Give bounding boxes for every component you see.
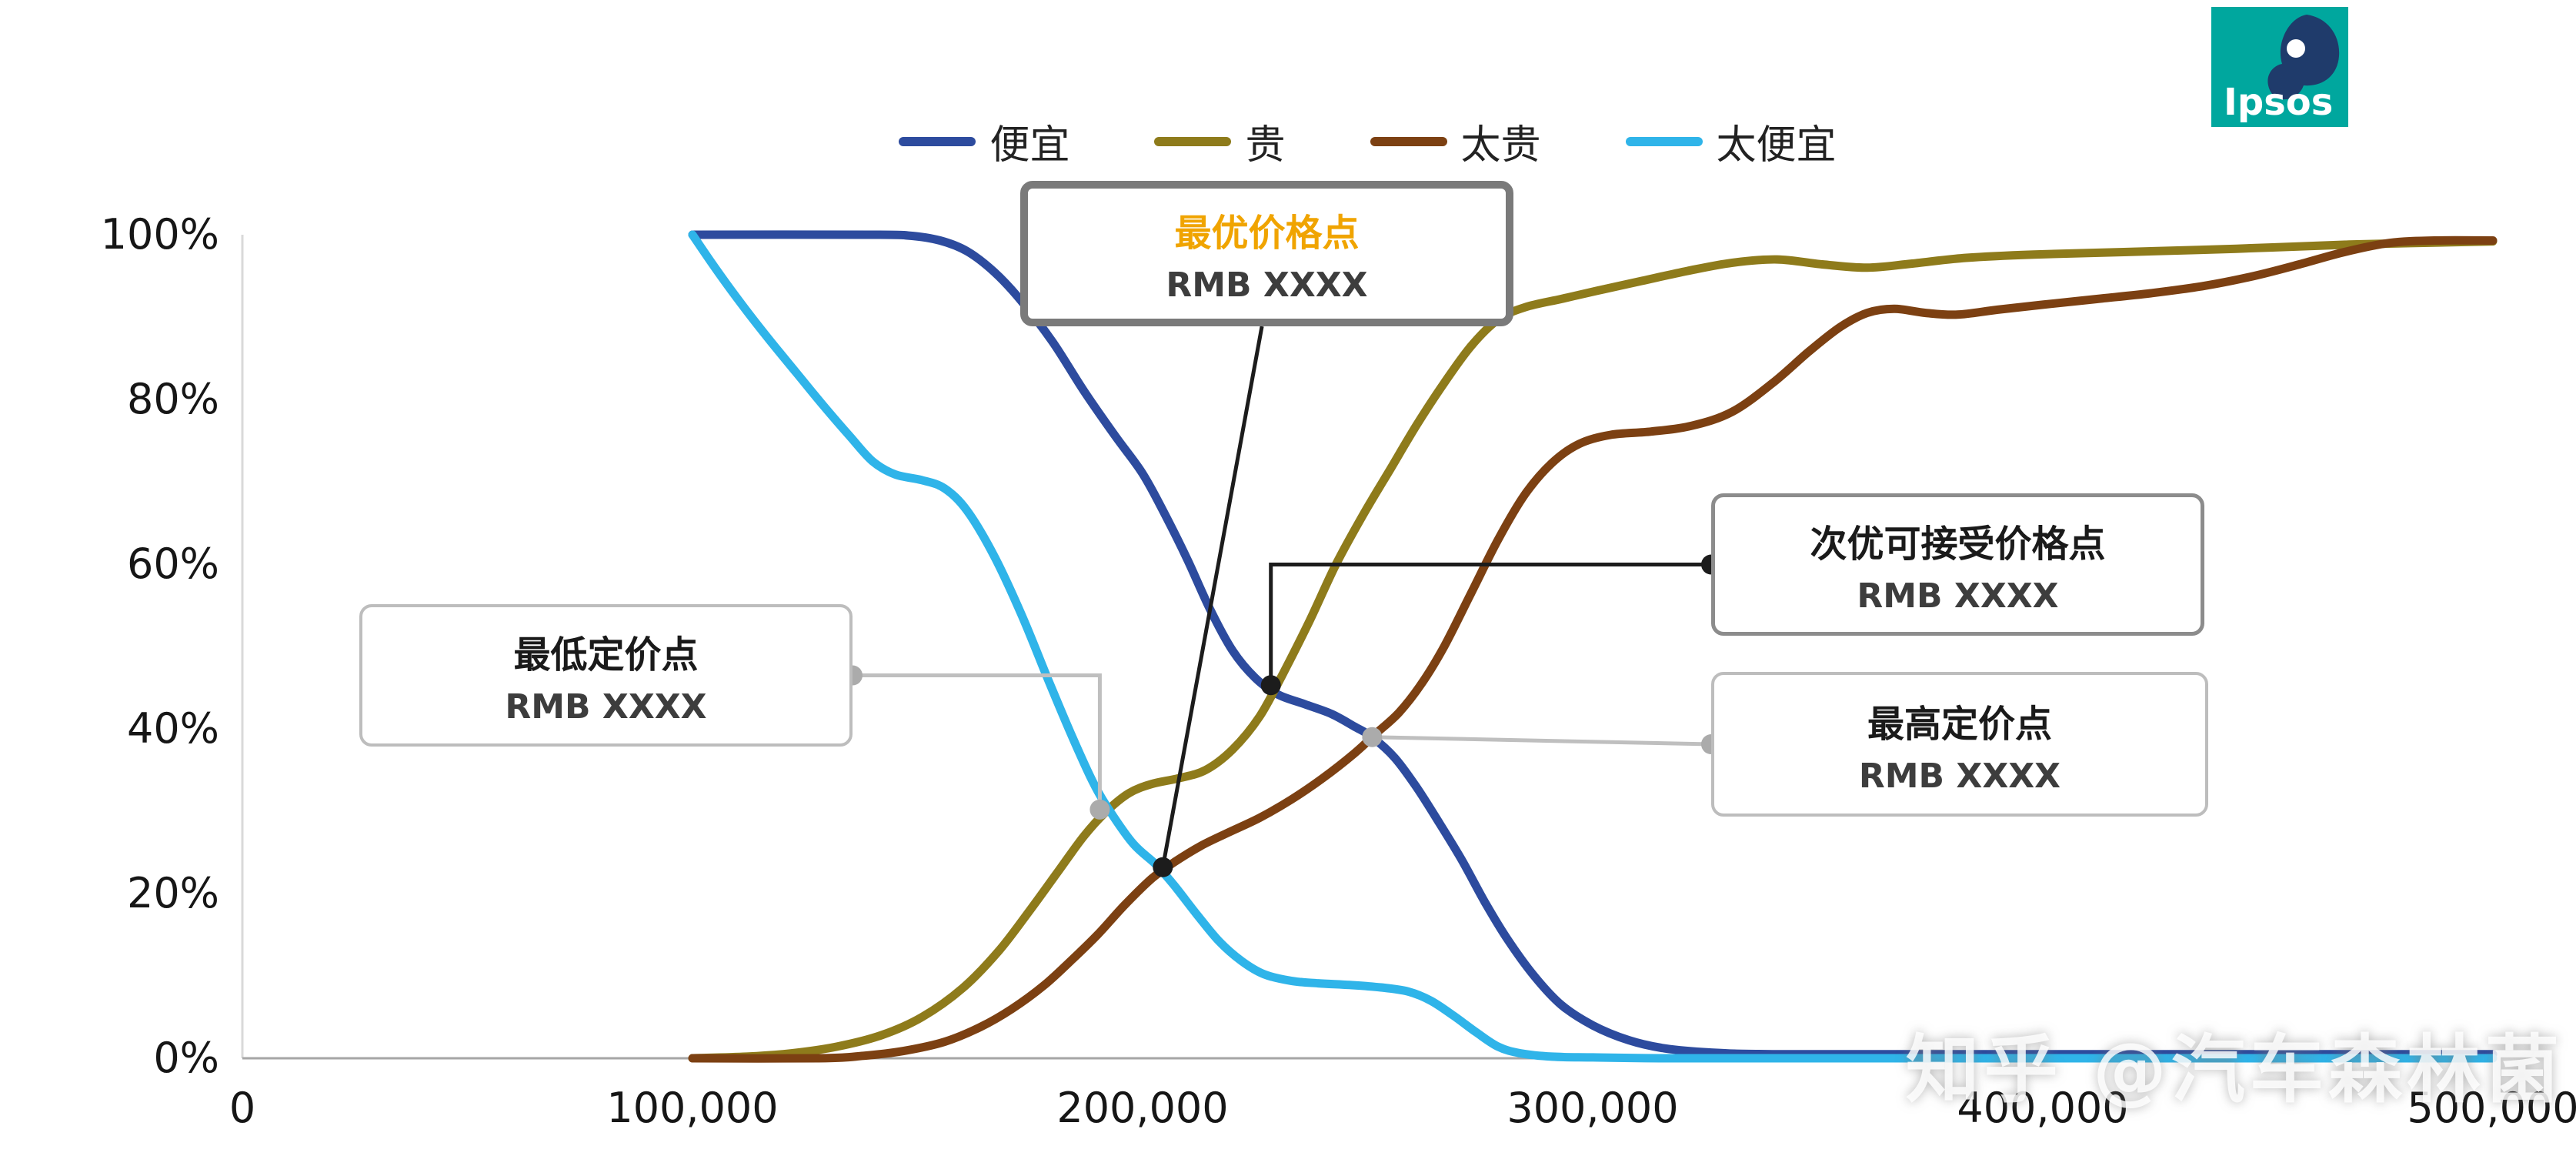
legend-swatch-too-expensive-icon — [1370, 136, 1447, 146]
x-tick-label-2: 200,000 — [1056, 1084, 1229, 1132]
x-tick-label-3: 300,000 — [1507, 1084, 1679, 1132]
x-tick-label-5: 500,000 — [2407, 1084, 2576, 1132]
y-tick-label-5: 0% — [153, 1034, 219, 1082]
legend-label-too-cheap: 太便宜 — [1716, 122, 1837, 169]
legend-swatch-cheap-icon — [899, 136, 976, 146]
annotation-highest-value: RMB XXXX — [1858, 756, 2061, 796]
legend: 便宜 贵 太贵 太便宜 — [242, 112, 2493, 170]
ipsos-logo-mark — [2267, 15, 2340, 100]
x-tick-label-4: 400,000 — [1957, 1084, 2129, 1132]
y-tick-label-2: 60% — [126, 540, 219, 588]
legend-swatch-too-cheap-icon — [1625, 136, 1703, 146]
ipsos-logo: Ipsos — [2211, 7, 2348, 127]
x-tick-label-0: 0 — [229, 1084, 256, 1132]
annotation-lowest-price-point: 最低定价点 RMB XXXX — [359, 604, 853, 747]
legend-label-expensive: 贵 — [1245, 122, 1286, 169]
legend-item-too-cheap: 太便宜 — [1625, 112, 1837, 170]
y-tick-label-1: 80% — [126, 375, 219, 423]
y-tick-label-4: 20% — [126, 869, 219, 917]
annotation-indifference-title: 次优可接受价格点 — [1810, 523, 2106, 566]
annotation-highest-title: 最高定价点 — [1867, 702, 2052, 746]
watermark: 知乎 @汽车森林菌 — [1905, 1027, 2564, 1113]
x-tick-label-1: 100,000 — [606, 1084, 779, 1132]
legend-label-cheap: 便宜 — [989, 122, 1070, 169]
annotation-lowest-value: RMB XXXX — [505, 687, 707, 727]
y-tick-label-0: 100% — [100, 210, 219, 259]
legend-label-too-expensive: 太贵 — [1460, 122, 1541, 169]
ipsos-logo-dot — [2287, 39, 2305, 58]
legend-item-expensive: 贵 — [1154, 112, 1286, 170]
annotation-optimal-price-point: 最优价格点 RMB XXXX — [1020, 181, 1513, 326]
legend-item-too-expensive: 太贵 — [1370, 112, 1541, 170]
annotation-lowest-title: 最低定价点 — [513, 633, 699, 677]
annotation-indifference-price-point: 次优可接受价格点 RMB XXXX — [1711, 493, 2204, 636]
ipsos-logo-text: Ipsos — [2224, 81, 2333, 124]
annotation-optimal-value: RMB XXXX — [1166, 266, 1368, 305]
annotation-highest-price-point: 最高定价点 RMB XXXX — [1711, 672, 2208, 817]
legend-item-cheap: 便宜 — [899, 112, 1069, 170]
annotation-indifference-value: RMB XXXX — [1857, 576, 2059, 616]
annotation-optimal-title: 最优价格点 — [1174, 212, 1360, 255]
legend-swatch-expensive-icon — [1154, 136, 1232, 146]
y-tick-label-3: 40% — [126, 704, 219, 753]
